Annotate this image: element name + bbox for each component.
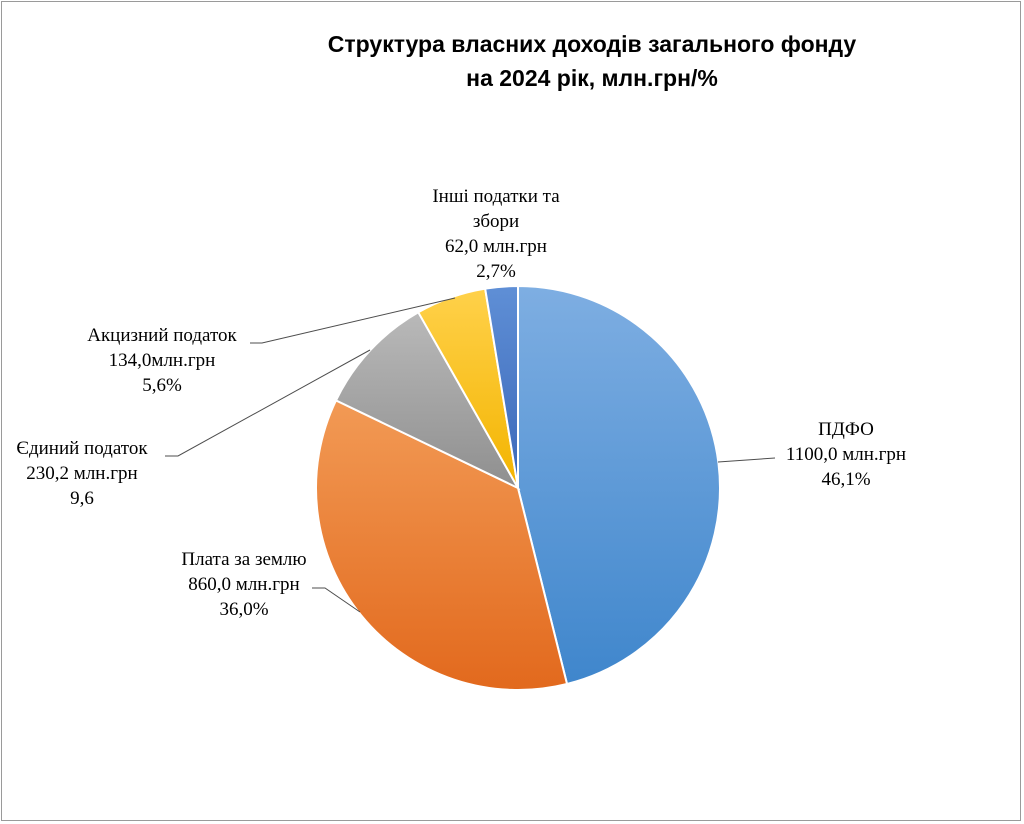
label-excise: Акцизний податок 134,0млн.грн 5,6% (42, 323, 282, 398)
pie-slice-land (315, 399, 569, 691)
label-excise-value: 134,0млн.грн (108, 350, 216, 371)
label-other-percent: 2,7% (476, 261, 516, 282)
label-pdfo-name: ПДФО (818, 419, 874, 440)
label-other-value: 62,0 млн.грн (445, 236, 547, 257)
chart-title-line-2: на 2024 рік, млн.грн/% (466, 65, 718, 91)
label-pdfo-value: 1100,0 млн.грн (785, 444, 907, 465)
chart-title-line-1: Структура власних доходів загального фон… (327, 31, 857, 57)
leader-line-single (165, 349, 371, 457)
label-excise-percent: 5,6% (142, 375, 182, 396)
label-pdfo-percent: 46,1% (821, 469, 871, 490)
leader-line-pdfo (717, 457, 776, 463)
label-excise-name: Акцизний податок (87, 325, 237, 346)
pie-slice-single (334, 310, 521, 491)
label-land-name: Плата за землю (181, 549, 307, 570)
pie-slice-other (484, 284, 519, 489)
label-land: Плата за землю 860,0 млн.грн 36,0% (124, 547, 364, 622)
leader-line-excise (250, 297, 456, 344)
label-single-percent: 9,6 (70, 488, 94, 509)
label-single-name: Єдиний податок (16, 438, 148, 459)
label-single: Єдиний податок 230,2 млн.грн 9,6 (0, 436, 202, 511)
label-pdfo: ПДФО 1100,0 млн.грн 46,1% (726, 417, 966, 492)
pie-slice-pdfo (517, 284, 721, 686)
label-other-name-1: Інші податки та (432, 186, 560, 207)
label-single-value: 230,2 млн.грн (26, 463, 138, 484)
label-land-percent: 36,0% (219, 599, 269, 620)
label-land-value: 860,0 млн.грн (188, 574, 300, 595)
leader-line-land (312, 587, 361, 613)
label-other: Інші податки та збори 62,0 млн.грн 2,7% (376, 184, 616, 284)
label-other-name-2: збори (472, 211, 520, 232)
